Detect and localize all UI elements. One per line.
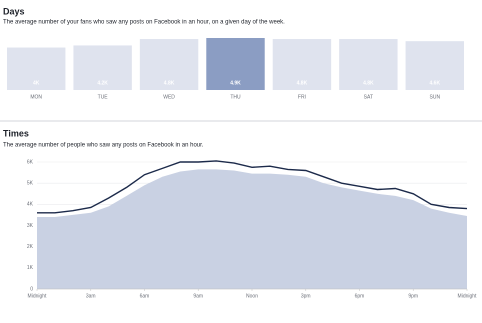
y-tick-label: 1K: [27, 265, 34, 271]
x-tick-label: 9pm: [408, 293, 418, 299]
value-label: 4K: [33, 80, 40, 86]
y-tick-label: 6K: [27, 159, 34, 165]
x-tick-label: Midnight: [458, 293, 478, 299]
line: [37, 160, 468, 214]
day-bar: [206, 38, 265, 90]
day-bar: [405, 41, 464, 90]
x-tick-label: TUE: [98, 94, 109, 100]
area: [37, 169, 467, 289]
value-label: 4.8K: [164, 80, 175, 86]
day-bar: [73, 45, 132, 90]
x-tick-label: FRI: [298, 94, 306, 100]
x-tick-label: 9am: [193, 293, 203, 299]
x-tick-label: THU: [230, 94, 241, 100]
y-tick-label: 2K: [27, 244, 34, 250]
day-bar: [339, 39, 398, 90]
x-tick-label: MON: [30, 94, 42, 100]
value-label: 4.6K: [430, 80, 441, 86]
x-tick-label: 6am: [140, 293, 150, 299]
value-label: 4.8K: [363, 80, 374, 86]
x-tick-label: 6pm: [355, 293, 365, 299]
x-tick-label: SAT: [364, 94, 373, 100]
x-tick-label: 3am: [86, 293, 96, 299]
y-tick-label: 3K: [27, 223, 34, 229]
day-bar: [7, 47, 66, 90]
value-label: 4.8K: [297, 80, 308, 86]
times-subtitle: The average number of people who saw any…: [3, 143, 204, 149]
x-tick-label: 3pm: [301, 293, 311, 299]
y-tick-label: 5K: [27, 180, 34, 186]
times-title: Times: [3, 128, 29, 138]
days-subtitle: The average number of your fans who saw …: [3, 20, 285, 26]
x-tick-label: SUN: [430, 94, 441, 100]
value-label: 4.2K: [97, 80, 108, 86]
y-tick-label: 4K: [27, 202, 34, 208]
x-tick-label: WED: [163, 94, 175, 100]
y-tick-label: 0: [30, 286, 33, 292]
x-tick-label: Noon: [246, 293, 258, 299]
days-title: Days: [3, 6, 25, 16]
x-tick-label: Midnight: [28, 293, 48, 299]
day-bar: [272, 39, 332, 90]
value-label: 4.9K: [230, 80, 241, 86]
day-bar: [139, 39, 199, 90]
